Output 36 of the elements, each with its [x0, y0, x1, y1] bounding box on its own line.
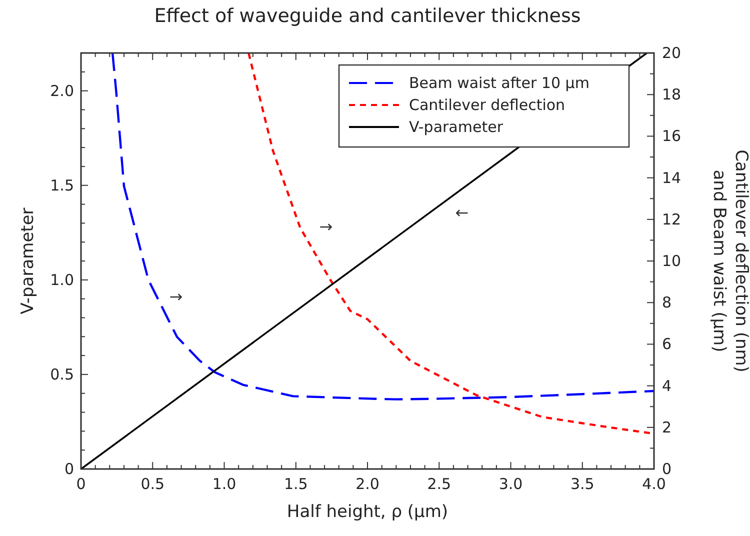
y-tick-label: 1.5	[50, 176, 74, 194]
line-series	[111, 53, 654, 400]
x-tick-label: 2.5	[427, 475, 452, 493]
x-tick-label: 0	[76, 475, 86, 493]
x-tick-label: 1.0	[212, 475, 236, 493]
x-tick-label: 3.0	[498, 475, 523, 493]
legend-label: Beam waist after 10 μm	[409, 74, 590, 92]
y2-tick-label: 16	[662, 127, 682, 146]
x-tick-label: 4.0	[642, 475, 666, 493]
y2-tick-label: 4	[662, 376, 672, 395]
y-tick-label: 1.0	[50, 270, 74, 289]
y-tick-label: 2.0	[50, 82, 74, 100]
x-axis-title: Half height, ρ (μm)	[286, 502, 448, 522]
y2-tick-label: 6	[662, 335, 672, 354]
y2-tick-label: 14	[662, 168, 682, 187]
legend-label: V-parameter	[409, 118, 504, 136]
y2-tick-label: 8	[662, 294, 672, 312]
y2-axis-title: Cantilever deflection (nm) and Beam waist (μm)	[709, 150, 750, 372]
x-tick-label: 3.5	[570, 475, 594, 493]
y-tick-label: 0	[64, 460, 74, 478]
legend-label: Cantilever deflection	[409, 96, 566, 114]
y2-tick-label: 18	[662, 86, 682, 104]
y2-tick-label: 0	[662, 460, 672, 478]
y-tick-label: 0.5	[50, 365, 74, 384]
x-tick-label: 0.5	[140, 475, 165, 493]
y2-tick-label: 10	[662, 252, 682, 270]
y2-tick-label: 2	[662, 418, 672, 436]
annotation: →	[169, 287, 183, 306]
y2-tick-label: 20	[662, 44, 682, 62]
y2-tick-label: 12	[662, 210, 682, 228]
x-tick-label: 1.5	[284, 475, 308, 493]
annotation: →	[319, 217, 333, 236]
annotation: ←	[455, 203, 469, 222]
x-tick-label: 2.0	[356, 475, 380, 493]
y-axis-title: V-parameter	[18, 208, 38, 314]
chart-title: Effect of waveguide and cantilever thickness	[154, 5, 581, 27]
